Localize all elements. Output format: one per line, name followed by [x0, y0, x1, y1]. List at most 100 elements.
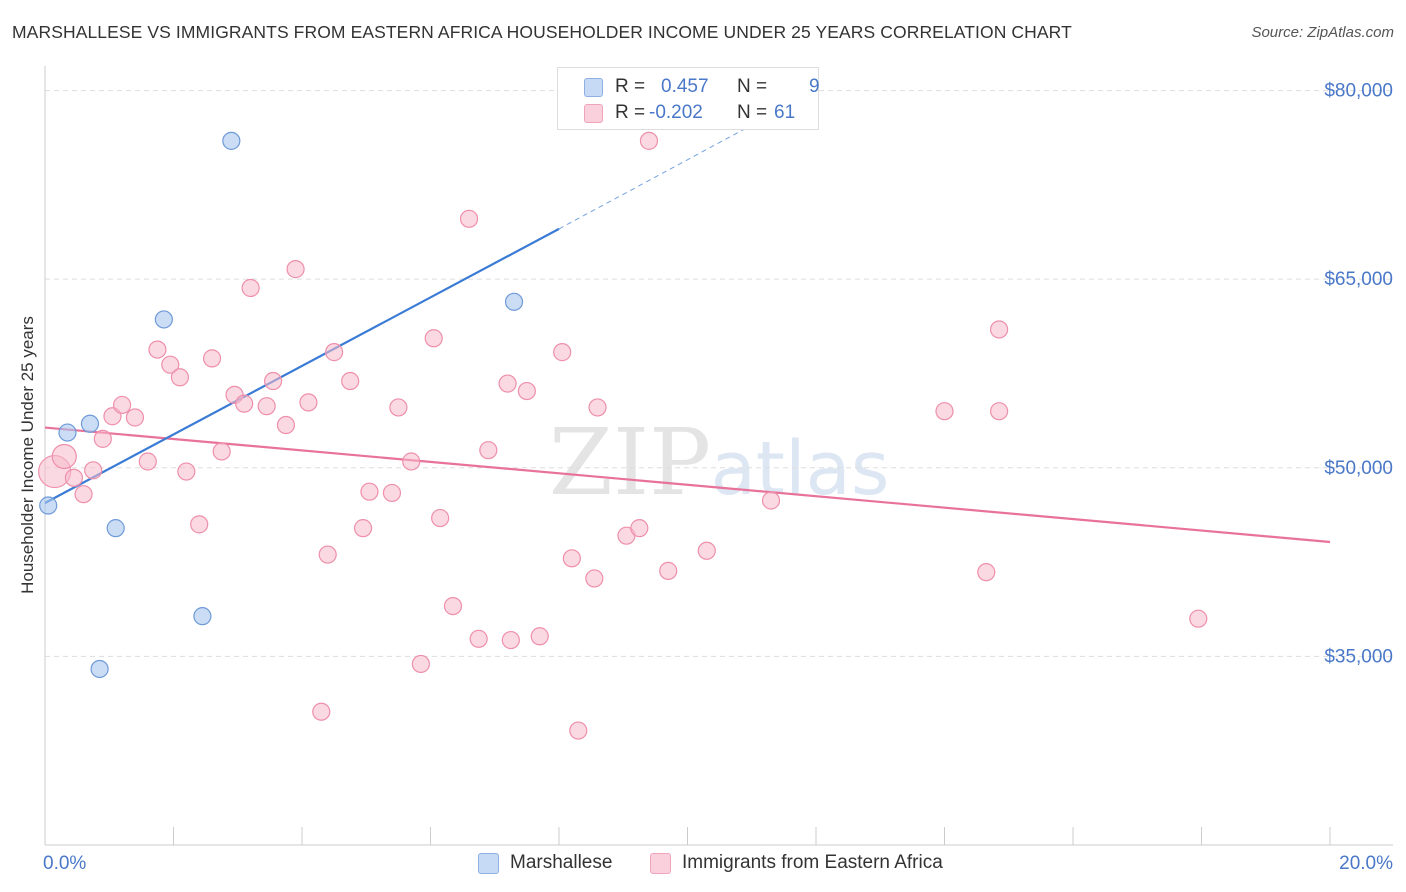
legend-swatch-eastern-africa [650, 853, 671, 874]
n-value: 9 [809, 76, 820, 97]
point-eastern-africa [299, 393, 318, 412]
watermark: ZIP atlas [549, 409, 890, 516]
point-eastern-africa [761, 491, 781, 510]
point-marshallese [154, 310, 173, 329]
point-eastern-africa [553, 343, 572, 362]
data-points [38, 131, 1208, 740]
point-eastern-africa [286, 260, 305, 279]
point-eastern-africa [639, 131, 659, 150]
point-marshallese [80, 414, 100, 433]
point-eastern-africa [990, 402, 1009, 421]
point-marshallese [222, 131, 241, 150]
y-tick-label: $35,000 [1324, 646, 1393, 667]
point-eastern-africa [170, 368, 190, 387]
r-label: R = [615, 102, 646, 123]
point-eastern-africa [235, 394, 254, 413]
point-eastern-africa [585, 569, 604, 588]
x-tick-label: 20.0% [1339, 853, 1393, 874]
point-eastern-africa [318, 545, 337, 564]
point-eastern-africa [630, 519, 649, 538]
watermark-zip: ZIP [549, 409, 711, 516]
point-eastern-africa [1189, 609, 1208, 628]
point-eastern-africa [263, 371, 283, 391]
point-eastern-africa [125, 408, 145, 427]
point-eastern-africa [257, 397, 276, 416]
gridlines [45, 90, 1392, 657]
tick-labels: $35,000 $50,000 $65,000 $80,000 0.0% 20.0% [43, 81, 1393, 874]
point-eastern-africa [697, 541, 716, 560]
point-eastern-africa [93, 429, 112, 448]
point-eastern-africa [562, 549, 581, 568]
point-eastern-africa [212, 442, 231, 461]
legend-swatch-pink [584, 104, 603, 123]
point-eastern-africa [312, 702, 331, 721]
legend-swatch-blue [584, 78, 603, 97]
point-eastern-africa [569, 721, 588, 740]
point-marshallese [58, 423, 77, 442]
y-tick-label: $50,000 [1324, 458, 1393, 479]
point-eastern-africa [241, 278, 260, 298]
point-eastern-africa [202, 349, 222, 368]
point-eastern-africa [977, 563, 996, 582]
trend-line-marshallese [44, 227, 560, 504]
point-eastern-africa [177, 462, 196, 481]
axes [44, 66, 1393, 846]
point-eastern-africa [325, 343, 344, 362]
point-eastern-africa [588, 398, 607, 417]
point-eastern-africa [51, 443, 77, 470]
point-marshallese [193, 607, 212, 626]
point-eastern-africa [112, 395, 132, 415]
point-eastern-africa [138, 452, 157, 471]
point-eastern-africa [498, 374, 517, 393]
n-label: N = [737, 102, 768, 123]
n-value: 61 [774, 102, 796, 123]
point-eastern-africa [64, 468, 84, 487]
point-eastern-africa [990, 320, 1009, 339]
point-eastern-africa [501, 630, 520, 650]
point-eastern-africa [469, 629, 488, 648]
point-eastern-africa [424, 329, 443, 348]
point-eastern-africa [341, 371, 360, 391]
stats-legend: R = 0.457 N = 9 R = -0.202 N = 61 [557, 67, 820, 130]
point-marshallese [90, 659, 109, 679]
point-marshallese [106, 519, 125, 538]
point-eastern-africa [479, 441, 498, 460]
point-eastern-africa [402, 452, 421, 471]
legend-label-marshallese: Marshallese [510, 852, 613, 873]
point-eastern-africa [659, 561, 678, 580]
n-label: N = [737, 76, 768, 97]
trend-line-eastern-africa [44, 426, 1331, 544]
point-eastern-africa [935, 402, 954, 421]
point-eastern-africa [161, 355, 180, 374]
point-eastern-africa [148, 340, 167, 359]
watermark-atlas: atlas [711, 426, 890, 512]
point-eastern-africa [276, 415, 296, 435]
point-eastern-africa [353, 519, 373, 538]
point-eastern-africa [360, 482, 379, 501]
point-marshallese [504, 292, 524, 311]
point-marshallese [39, 496, 58, 515]
point-eastern-africa [190, 515, 209, 534]
point-eastern-africa [411, 654, 430, 674]
point-eastern-africa [84, 461, 103, 480]
legend-label-eastern-africa: Immigrants from Eastern Africa [682, 852, 943, 873]
series-legend: Marshallese Immigrants from Eastern Afri… [0, 852, 1406, 876]
point-eastern-africa [389, 398, 408, 417]
point-eastern-africa [530, 627, 549, 646]
r-value: -0.202 [649, 102, 703, 123]
point-eastern-africa [459, 209, 479, 228]
point-eastern-africa [443, 596, 463, 616]
r-value: 0.457 [661, 76, 709, 97]
x-tick-label: 0.0% [43, 853, 86, 874]
source-label: Source: ZipAtlas.com [1251, 24, 1394, 41]
point-eastern-africa [74, 485, 93, 504]
r-label: R = [615, 76, 646, 97]
point-eastern-africa [431, 508, 450, 528]
y-tick-label: $65,000 [1324, 269, 1393, 290]
legend-swatch-marshallese [478, 853, 499, 874]
point-eastern-africa [382, 483, 402, 503]
point-eastern-africa [517, 381, 536, 401]
y-tick-label: $80,000 [1324, 81, 1393, 102]
chart-title: MARSHALLESE VS IMMIGRANTS FROM EASTERN A… [12, 22, 1072, 42]
